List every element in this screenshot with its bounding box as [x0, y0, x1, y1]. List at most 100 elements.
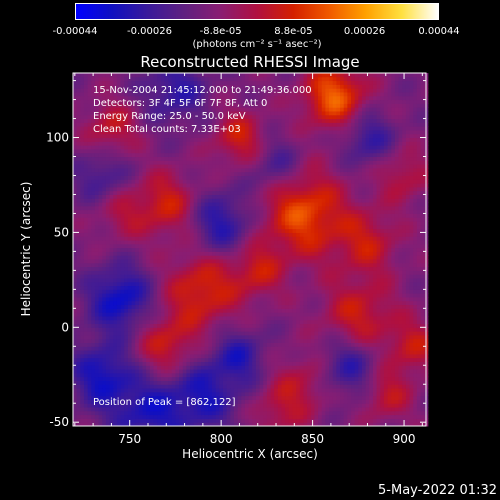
heatmap-cell — [340, 312, 345, 317]
heatmap-cell — [391, 350, 396, 355]
heatmap-cell — [146, 357, 151, 362]
heatmap-cell — [314, 407, 319, 412]
heatmap-cell — [244, 376, 250, 381]
heatmap-cell — [94, 407, 100, 412]
heatmap-cell — [73, 407, 78, 412]
heatmap-cell — [343, 342, 348, 347]
heatmap-cell — [171, 296, 176, 302]
heatmap-cell — [307, 365, 312, 370]
heatmap-cell — [336, 296, 341, 302]
heatmap-cell — [182, 357, 187, 362]
heatmap-cell — [420, 346, 425, 351]
heatmap-cell — [237, 247, 242, 252]
heatmap-cell — [94, 312, 100, 317]
heatmap-cell — [80, 414, 85, 419]
heatmap-cell — [303, 300, 308, 306]
heatmap-cell — [288, 289, 293, 294]
heatmap-cell — [372, 388, 378, 393]
heatmap-cell — [241, 251, 246, 256]
heatmap-cell — [296, 380, 301, 385]
heatmap-cell — [281, 247, 286, 252]
heatmap-cell — [146, 281, 151, 287]
heatmap-cell — [413, 243, 418, 249]
heatmap-cell — [127, 308, 133, 313]
heatmap-cell — [299, 266, 304, 271]
heatmap-cell — [138, 353, 143, 359]
heatmap-cell — [244, 312, 250, 317]
heatmap-cell — [193, 277, 198, 283]
heatmap-cell — [274, 312, 279, 317]
heatmap-cell — [171, 270, 176, 275]
heatmap-cell — [343, 323, 348, 328]
heatmap-cell — [372, 372, 378, 378]
heatmap-cell — [179, 342, 184, 347]
heatmap-cell — [248, 293, 253, 298]
heatmap-cell — [413, 418, 418, 423]
heatmap-cell — [83, 331, 89, 336]
heatmap-cell — [405, 384, 411, 389]
heatmap-cell — [299, 346, 304, 351]
heatmap-cell — [116, 308, 122, 313]
heatmap-cell — [252, 277, 257, 283]
heatmap-cell — [420, 369, 425, 374]
heatmap-cell — [314, 376, 319, 381]
heatmap-cell — [409, 247, 414, 252]
heatmap-cell — [409, 357, 414, 362]
heatmap-cell — [391, 323, 396, 328]
heatmap-cell — [138, 308, 143, 313]
heatmap-cell — [259, 391, 264, 397]
heatmap-cell — [149, 240, 154, 245]
heatmap-cell — [387, 418, 392, 423]
heatmap-cell — [416, 251, 422, 256]
heatmap-cell — [149, 243, 154, 249]
heatmap-cell — [347, 296, 352, 302]
heatmap-cell — [263, 247, 268, 252]
heatmap-cell — [190, 243, 195, 249]
heatmap-cell — [175, 346, 180, 351]
heatmap-cell — [285, 376, 290, 381]
heatmap-cell — [402, 346, 407, 351]
heatmap-cell — [325, 422, 330, 427]
heatmap-cell — [109, 296, 114, 302]
heatmap-cell — [182, 319, 187, 325]
heatmap-cell — [102, 395, 107, 400]
heatmap-cell — [336, 289, 341, 294]
heatmap-cell — [204, 285, 209, 290]
heatmap-cell — [376, 277, 381, 283]
heatmap-cell — [329, 403, 334, 408]
heatmap-cell — [255, 376, 261, 381]
heatmap-cell — [182, 236, 187, 241]
heatmap-cell — [157, 331, 162, 336]
heatmap-cell — [325, 247, 330, 252]
heatmap-cell — [120, 365, 125, 370]
heatmap-cell — [398, 243, 403, 249]
heatmap-cell — [241, 304, 246, 309]
heatmap-cell — [175, 285, 180, 290]
heatmap-cell — [175, 422, 180, 427]
heatmap-cell — [124, 300, 129, 306]
heatmap-cell — [372, 323, 378, 328]
heatmap-cell — [124, 369, 129, 374]
heatmap-cell — [299, 418, 304, 423]
heatmap-cell — [73, 350, 78, 355]
heatmap-cell — [369, 410, 374, 416]
heatmap-cell — [171, 262, 176, 268]
heatmap-cell — [190, 236, 195, 241]
heatmap-cell — [296, 418, 301, 423]
heatmap-cell — [255, 353, 261, 359]
heatmap-cell — [318, 395, 323, 400]
heatmap-cell — [171, 342, 176, 347]
heatmap-cell — [135, 304, 140, 309]
heatmap-cell — [365, 338, 370, 343]
heatmap-cell — [303, 380, 308, 385]
heatmap-cell — [351, 350, 356, 355]
heatmap-cell — [255, 323, 261, 328]
heatmap-cell — [124, 258, 129, 264]
heatmap-cell — [157, 323, 162, 328]
heatmap-cell — [387, 407, 392, 412]
heatmap-cell — [358, 414, 363, 419]
heatmap-cell — [222, 315, 228, 321]
heatmap-cell — [376, 346, 381, 351]
heatmap-cell — [336, 270, 341, 275]
